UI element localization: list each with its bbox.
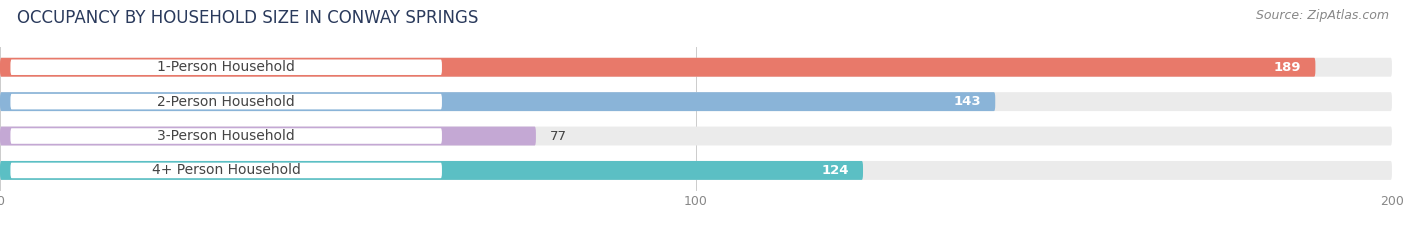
FancyBboxPatch shape [0, 92, 995, 111]
FancyBboxPatch shape [10, 59, 441, 75]
FancyBboxPatch shape [0, 92, 1392, 111]
Text: 2-Person Household: 2-Person Household [157, 95, 295, 109]
Text: 1-Person Household: 1-Person Household [157, 60, 295, 74]
Text: 77: 77 [550, 130, 567, 143]
Text: 4+ Person Household: 4+ Person Household [152, 163, 301, 177]
Text: 3-Person Household: 3-Person Household [157, 129, 295, 143]
Text: 124: 124 [821, 164, 849, 177]
FancyBboxPatch shape [0, 161, 863, 180]
FancyBboxPatch shape [0, 127, 1392, 145]
Text: 143: 143 [953, 95, 981, 108]
Text: OCCUPANCY BY HOUSEHOLD SIZE IN CONWAY SPRINGS: OCCUPANCY BY HOUSEHOLD SIZE IN CONWAY SP… [17, 9, 478, 27]
FancyBboxPatch shape [0, 127, 536, 145]
FancyBboxPatch shape [10, 94, 441, 109]
Text: Source: ZipAtlas.com: Source: ZipAtlas.com [1256, 9, 1389, 22]
FancyBboxPatch shape [10, 128, 441, 144]
FancyBboxPatch shape [0, 58, 1316, 77]
FancyBboxPatch shape [10, 163, 441, 178]
FancyBboxPatch shape [0, 58, 1392, 77]
FancyBboxPatch shape [0, 161, 1392, 180]
Text: 189: 189 [1274, 61, 1302, 74]
